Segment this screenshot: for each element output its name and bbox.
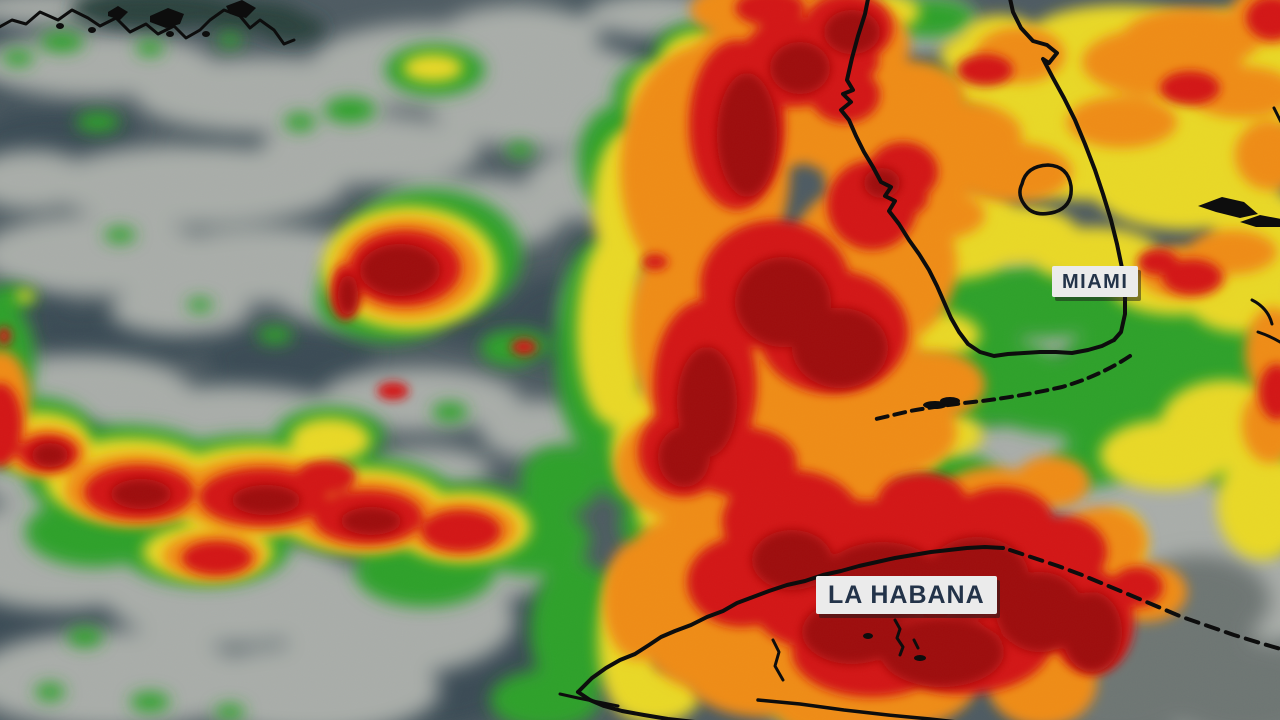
cuba-inner-coastline — [558, 692, 620, 708]
gulf-coastline — [0, 8, 296, 46]
gulf-marsh-island — [108, 6, 128, 20]
city-label-la-habana: LA HABANA — [816, 576, 997, 614]
havana-bay-inlet — [771, 618, 920, 682]
lake-okeechobee-outline — [1018, 163, 1073, 216]
gulf-marsh-island — [226, 0, 256, 18]
bahama-bank-island — [1240, 215, 1280, 227]
gulf-marsh-island — [150, 8, 184, 28]
florida-west-coastline — [839, 0, 1116, 358]
cuba-cays-chain — [1008, 548, 1280, 651]
bimini-island — [1198, 197, 1258, 218]
city-label-miami: MIAMI — [1052, 266, 1139, 297]
cuba-north-coastline — [576, 545, 1005, 694]
island-fills — [56, 0, 1280, 661]
